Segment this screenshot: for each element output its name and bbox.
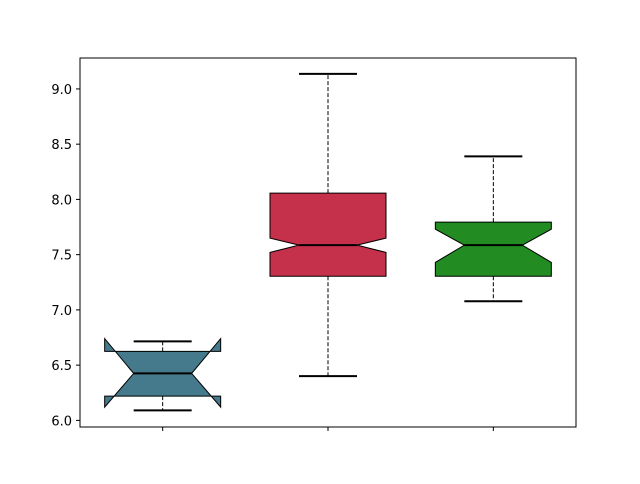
y-tick-label: 7.0 xyxy=(51,304,72,319)
y-tick-label: 8.0 xyxy=(51,193,72,208)
y-tick-label: 7.5 xyxy=(51,249,72,264)
y-tick-label: 6.0 xyxy=(51,414,72,429)
box-body xyxy=(269,192,387,277)
y-tick-label: 9.0 xyxy=(51,83,72,98)
box-3 xyxy=(434,155,552,303)
box-body xyxy=(434,221,552,277)
y-tick-label: 8.5 xyxy=(51,138,72,153)
plot-frame xyxy=(79,57,577,428)
box-1 xyxy=(104,337,222,412)
y-tick-label: 6.5 xyxy=(51,359,72,374)
box-2 xyxy=(269,72,387,378)
